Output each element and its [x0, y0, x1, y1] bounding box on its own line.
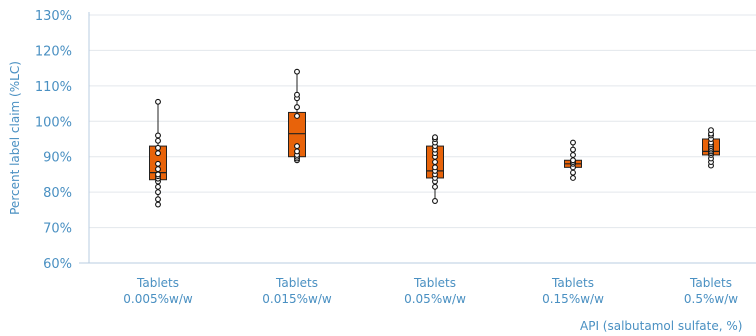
category-label-line1: Tablets	[413, 276, 456, 290]
data-point	[155, 201, 161, 208]
box-group	[702, 127, 720, 169]
data-point	[294, 143, 300, 150]
data-point	[294, 148, 300, 155]
category-label-line1: Tablets	[689, 276, 732, 290]
category-label-line2: 0.015%w/w	[262, 292, 332, 306]
box-group	[426, 134, 444, 204]
category-label-line1: Tablets	[551, 276, 594, 290]
data-point	[570, 175, 576, 181]
category-label-line2: 0.5%w/w	[684, 292, 738, 306]
data-point	[570, 146, 576, 153]
box-group	[288, 68, 306, 164]
data-point	[155, 189, 161, 196]
data-point	[432, 198, 438, 204]
data-point	[294, 91, 300, 98]
box-layer	[149, 68, 720, 208]
data-point	[432, 159, 438, 165]
y-tick-label: 130%	[35, 9, 72, 24]
data-point	[294, 68, 300, 75]
data-point	[294, 113, 300, 119]
data-point	[155, 196, 161, 203]
data-point	[155, 166, 161, 173]
data-point	[432, 134, 438, 141]
y-tick-label: 90%	[43, 151, 72, 166]
category-label-line2: 0.15%w/w	[542, 292, 604, 306]
y-tick-label: 80%	[43, 186, 72, 201]
data-point	[432, 183, 438, 190]
data-point	[570, 157, 576, 164]
y-tick-label: 100%	[35, 115, 72, 130]
grid-layer	[89, 14, 756, 229]
category-label-line2: 0.05%w/w	[404, 292, 466, 306]
data-point	[570, 139, 576, 146]
data-point	[155, 183, 161, 190]
data-point	[155, 160, 161, 167]
y-tick-label: 110%	[35, 80, 72, 95]
x-axis-title: API (salbutamol sulfate, %)	[580, 319, 742, 333]
category-label-line2: 0.005%w/w	[123, 292, 193, 306]
category-labels: Tablets 0.005%w/w Tablets 0.015%w/w Tablets 0…	[123, 276, 738, 306]
y-tick-label: 60%	[43, 257, 72, 272]
y-tick-labels: 60% 70% 80% 90% 100% 110% 120% 130%	[35, 9, 72, 272]
data-point	[570, 151, 576, 158]
data-point	[570, 169, 576, 176]
data-point	[432, 164, 438, 171]
data-point	[294, 104, 300, 111]
data-point	[155, 171, 161, 178]
category-label-line1: Tablets	[275, 276, 318, 290]
axis-layer	[79, 12, 756, 264]
y-tick-label: 70%	[43, 222, 72, 237]
data-point	[708, 127, 714, 134]
category-label-line1: Tablets	[136, 276, 179, 290]
data-point	[155, 132, 161, 139]
data-point	[155, 98, 161, 105]
box-group	[564, 139, 582, 181]
y-axis-title: Percent label claim (%LC)	[8, 61, 22, 215]
data-point	[155, 150, 161, 157]
data-point	[155, 144, 161, 151]
box-group	[149, 98, 167, 208]
y-tick-label: 120%	[35, 44, 72, 59]
data-point	[155, 137, 161, 144]
